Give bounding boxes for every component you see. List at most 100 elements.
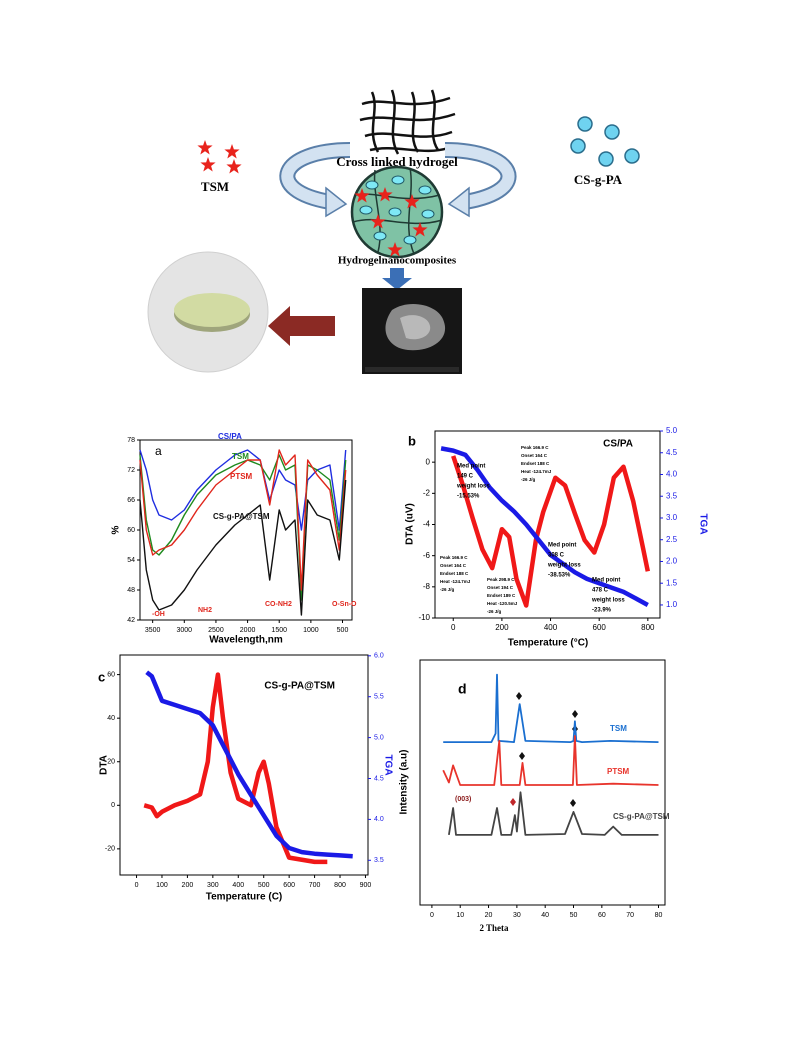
x-tick-label: 20 <box>485 912 493 919</box>
star <box>224 144 240 159</box>
y-tick-label: 78 <box>127 437 135 444</box>
bead <box>570 138 586 154</box>
annotation: 478 C <box>592 588 609 594</box>
annotation: (003) <box>455 796 471 803</box>
series-line <box>442 735 659 786</box>
panel-letter: a <box>155 444 162 458</box>
chart-title: CS-g-PA@TSM <box>264 681 335 692</box>
x-tick-label: 2500 <box>208 627 224 634</box>
series-label: CS/PA <box>218 432 242 441</box>
y-tick-label: 60 <box>107 671 115 678</box>
annotation: Endset 188 C <box>440 571 469 576</box>
annotation: weight loss <box>591 598 625 604</box>
plot-frame <box>119 654 369 876</box>
y-tick-label: -6 <box>423 551 431 560</box>
chart-title: CS/PA <box>603 439 633 450</box>
annotation: Endset 189 C <box>487 593 516 598</box>
x-tick-label: 50 <box>570 912 578 919</box>
drug-label: TSM <box>201 179 229 194</box>
plot-frame <box>419 659 666 906</box>
annotation: -23.9% <box>592 608 612 614</box>
x-tick-label: 60 <box>598 912 606 919</box>
x-tick-label: 1000 <box>303 627 319 634</box>
x-tick-label: 300 <box>207 882 219 889</box>
annotation: -26 J/g <box>521 477 536 482</box>
y2-axis-label: TGA <box>382 754 393 775</box>
annotation: Peak 166.9 C <box>521 445 549 450</box>
x-tick-label: 80 <box>655 912 663 919</box>
y-axis-label: % <box>111 525 122 534</box>
series-label: CS-g-PA@TSM <box>213 512 270 521</box>
annotation: 149 C <box>457 474 474 480</box>
y2-tick-label: 1.0 <box>666 600 678 609</box>
y2-tick-label: 1.5 <box>666 578 678 587</box>
y2-tick-label: 2.5 <box>666 535 678 544</box>
y-tick-label: 20 <box>107 759 115 766</box>
y-tick-label: -8 <box>423 582 431 591</box>
star <box>197 140 213 155</box>
annotation: Peak 166.9 C <box>440 555 468 560</box>
y-tick-label: 66 <box>127 497 135 504</box>
series-line <box>145 670 353 859</box>
hydrogel-label: Cross linked hydrogel <box>336 154 458 169</box>
y2-tick-label: 4.5 <box>374 775 384 782</box>
y-tick-label: -10 <box>418 613 430 622</box>
annotation: weight loss <box>456 484 490 490</box>
series-line <box>139 449 347 591</box>
annotation: -15.53% <box>457 494 480 500</box>
polymer-icon <box>570 116 640 167</box>
series-label: CS-g-PA@TSM <box>613 812 670 821</box>
x-tick-label: 200 <box>182 882 194 889</box>
series-label: PTSM <box>230 472 253 481</box>
x-tick-label: 200 <box>495 623 509 632</box>
x-tick-label: 0 <box>430 912 434 919</box>
x-axis-label: Temperature (C) <box>206 892 283 903</box>
annotation: Onset 194 C <box>487 585 514 590</box>
x-axis-label: Temperature (°C) <box>508 638 589 649</box>
hydrogel-mesh <box>359 89 456 155</box>
x-tick-label: 70 <box>626 912 634 919</box>
annotation: Endset 188 C <box>521 461 550 466</box>
y-tick-label: -4 <box>423 520 431 529</box>
composite-icon <box>350 165 444 259</box>
y2-tick-label: 3.0 <box>666 513 678 522</box>
star <box>200 157 216 172</box>
x-tick-label: 0 <box>451 623 456 632</box>
y-tick-label: 0 <box>111 802 115 809</box>
y-axis-label: Intensity (a.u) <box>399 749 410 814</box>
x-tick-label: 100 <box>156 882 168 889</box>
x-tick-label: 600 <box>283 882 295 889</box>
series-line <box>440 446 649 607</box>
left-arrow <box>268 306 335 346</box>
bead <box>624 148 640 164</box>
y-axis-label: DTA (uV) <box>405 503 416 545</box>
x-tick-label: 3500 <box>145 627 161 634</box>
y2-axis-label: TGA <box>697 513 708 534</box>
series-line <box>443 673 659 743</box>
x-tick-label: 700 <box>309 882 321 889</box>
y-tick-label: 40 <box>107 715 115 722</box>
annotation: 308 C <box>548 553 565 559</box>
annotation: -26 J/g <box>440 587 455 592</box>
composite-label: Hydrogelnanocomposites <box>338 255 457 267</box>
series-line <box>143 672 328 865</box>
y-axis-label: DTA <box>99 755 110 775</box>
annotation: Med point <box>548 543 576 549</box>
series-label: TSM <box>610 724 627 733</box>
y-tick-label: -2 <box>423 488 431 497</box>
y-tick-label: -20 <box>105 846 115 853</box>
series-line <box>448 791 659 836</box>
x-tick-label: 0 <box>135 882 139 889</box>
y2-tick-label: 6.0 <box>374 653 384 660</box>
x-tick-label: 2000 <box>240 627 256 634</box>
plot-frame <box>139 439 353 621</box>
x-tick-label: 40 <box>541 912 549 919</box>
panel-letter: d <box>458 681 467 697</box>
y2-tick-label: 4.5 <box>666 448 678 457</box>
y2-tick-label: 5.0 <box>374 734 384 741</box>
star <box>226 159 242 174</box>
annotation: Onset 164 C <box>521 453 548 458</box>
curved-arrows <box>279 142 517 218</box>
y2-tick-label: 5.0 <box>666 426 678 435</box>
